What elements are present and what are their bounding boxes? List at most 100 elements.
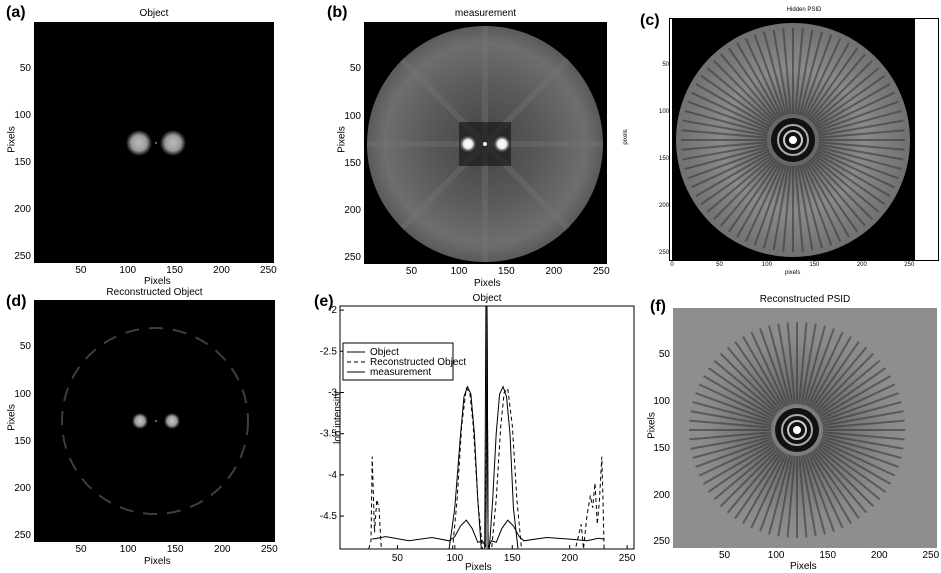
psid-ray [807,47,859,120]
panel-label-d: (d) [6,293,27,310]
ytick-f-50: 50 [658,348,670,360]
psid-rays [681,28,905,252]
psid-ray [805,42,850,118]
psid-ray [786,455,796,538]
psid-ray [803,163,842,242]
psid-ray [695,83,771,128]
psid-ray [692,401,773,425]
ytick-c-50: 50 [662,62,669,69]
psid-ray [812,346,868,411]
ytick-d-50: 50 [19,341,31,353]
psid-ray [817,100,899,133]
psid-ray [681,141,768,151]
xtick-a-150: 150 [166,265,183,276]
psid-ray [818,141,905,151]
psid-ray [817,444,887,493]
ylabel-f: Pixels [646,412,658,439]
psid-ray [706,155,774,213]
measurement-left-spot [459,135,477,153]
psid-ray [713,359,778,415]
psid-ray [750,453,787,529]
psid-ray [763,164,788,249]
chart-ytick-label: -2 [328,305,337,316]
psid-ray [816,91,895,130]
psid-ray [800,323,817,405]
panel-title-f: Reconstructed PSID [759,294,851,305]
psid-ray [798,322,808,405]
xtick-f-250: 250 [922,550,940,561]
object-image [34,22,274,263]
psid-ray [817,110,902,135]
psid-ray [719,352,780,413]
chart-xlabel: Pixels [465,562,492,573]
xtick-b-200: 200 [545,266,563,277]
psid-ray [811,450,860,520]
psid-ray [822,433,904,450]
xtick-a-200: 200 [213,265,230,276]
ytick-f-250: 250 [653,536,670,548]
xlabel-a: Pixels [144,276,171,284]
psid-f-ring-outer [781,414,813,446]
psid-ray [821,435,902,459]
psid-ray [808,53,866,121]
psid-ray [818,119,904,137]
psid-ray [800,34,833,116]
psid-ray [798,31,823,116]
psid-ray [815,83,891,128]
psid-ray [707,367,777,416]
psid-ray [805,162,850,238]
psid-ray [810,157,873,220]
psid-ray [802,454,826,535]
xlabel-d: Pixels [144,556,171,567]
xtick-b-250: 250 [592,266,610,277]
psid-ray [822,431,905,441]
psid-ray [794,165,804,252]
reconstructed-right-blob [164,413,180,429]
ytick-c-200: 200 [658,203,669,210]
psid-ray [796,29,814,115]
psid-ray [803,38,842,117]
psid-ray [794,28,804,115]
psid-ray [734,340,783,410]
psid-ray [742,452,785,525]
psid-ray [821,401,902,425]
chart-ytick-label: -2.5 [320,346,338,357]
xlabel-c: pixels [785,270,801,276]
psid-ray [700,74,773,126]
xtick-f-50: 50 [719,550,731,561]
panel-label-b: (b) [327,4,348,21]
psid-ray [706,67,774,125]
hidden-psid-image [672,19,915,260]
psid-ray [681,129,768,139]
psid-ray [726,449,782,514]
ytick-b-200: 200 [344,205,361,217]
legend-entry-1: Object [370,347,399,358]
ytick-a-200: 200 [14,204,31,216]
panel-title-d: Reconstructed Object [106,287,203,298]
psid-ray [817,147,899,180]
psid-ray [727,47,779,120]
xtick-d-50: 50 [75,544,87,555]
psid-ray [772,165,790,251]
psid-ray [811,340,860,410]
xtick-c-100: 100 [761,262,772,268]
psid-ray [687,100,769,133]
chart-xtick-label: 250 [619,553,636,564]
series-line-3 [372,305,605,548]
psid-ray [809,452,852,525]
psid-f-center [793,426,801,434]
psid-ray [713,157,776,220]
xtick-c-0: 0 [670,262,674,268]
psid-ray [763,31,788,116]
chart-ytick-label: -3 [328,387,337,398]
chart-ytick-label: -4.5 [320,511,338,522]
psid-ray [816,150,895,189]
psid-ray [816,359,881,415]
psid-ray [753,34,786,116]
psid-ray [821,392,899,423]
ytick-d-150: 150 [14,435,31,447]
panel-title-c: Hidden PSID [786,7,822,13]
psid-ray [692,435,773,459]
psid-ray [707,444,777,493]
psid-ray [777,455,794,537]
